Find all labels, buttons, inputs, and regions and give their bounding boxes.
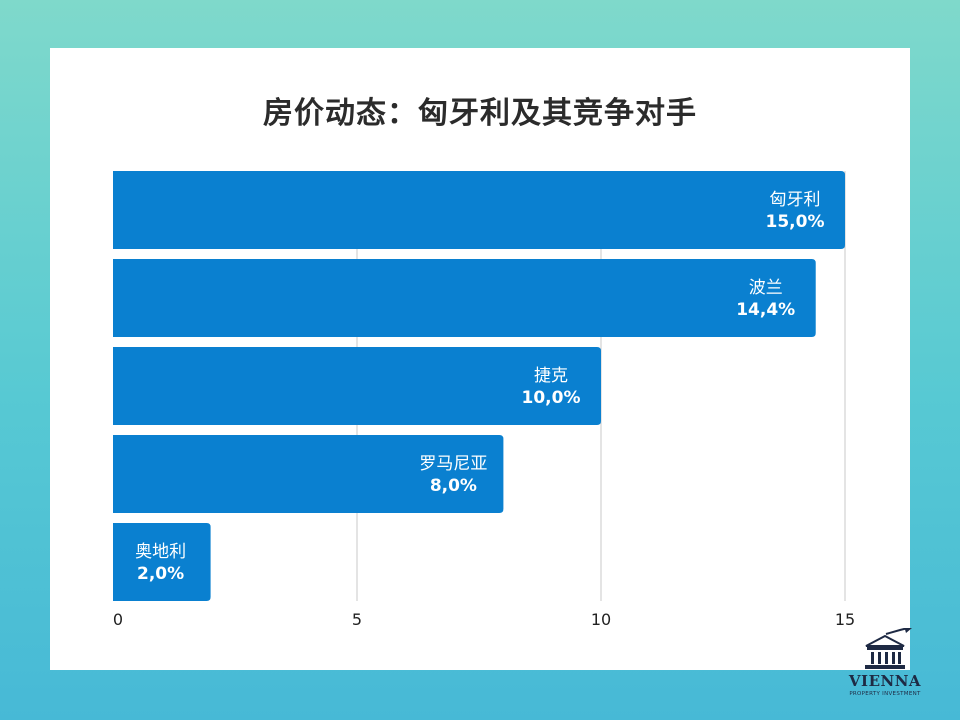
bar-category-label: 匈牙利 (770, 190, 821, 210)
bar (113, 523, 211, 601)
bar-value-label: 10,0% (522, 388, 581, 408)
bar-category-label: 奥地利 (135, 542, 186, 562)
bar (113, 347, 601, 425)
x-tick-label: 0 (113, 610, 123, 629)
logo-subtitle: PROPERTY INVESTMENT (849, 691, 921, 697)
bar (113, 171, 845, 249)
x-tick-label: 5 (352, 610, 362, 629)
logo-name: VIENNA (848, 672, 922, 690)
building-icon (865, 626, 912, 669)
company-logo: VIENNA PROPERTY INVESTMENT (840, 626, 930, 704)
x-tick-label: 10 (591, 610, 611, 629)
bar-value-label: 14,4% (736, 300, 795, 320)
bar-value-label: 8,0% (430, 476, 477, 496)
bar-category-label: 捷克 (534, 366, 568, 386)
bar (113, 259, 816, 337)
bar (113, 435, 504, 513)
bar-category-label: 罗马尼亚 (419, 454, 487, 474)
bar-category-label: 波兰 (749, 278, 783, 298)
x-tick-label: 15 (835, 610, 855, 629)
bar-value-label: 15,0% (766, 212, 825, 232)
bar-value-label: 2,0% (137, 564, 184, 584)
chart-title: 房价动态：匈牙利及其竞争对手 (263, 96, 697, 131)
